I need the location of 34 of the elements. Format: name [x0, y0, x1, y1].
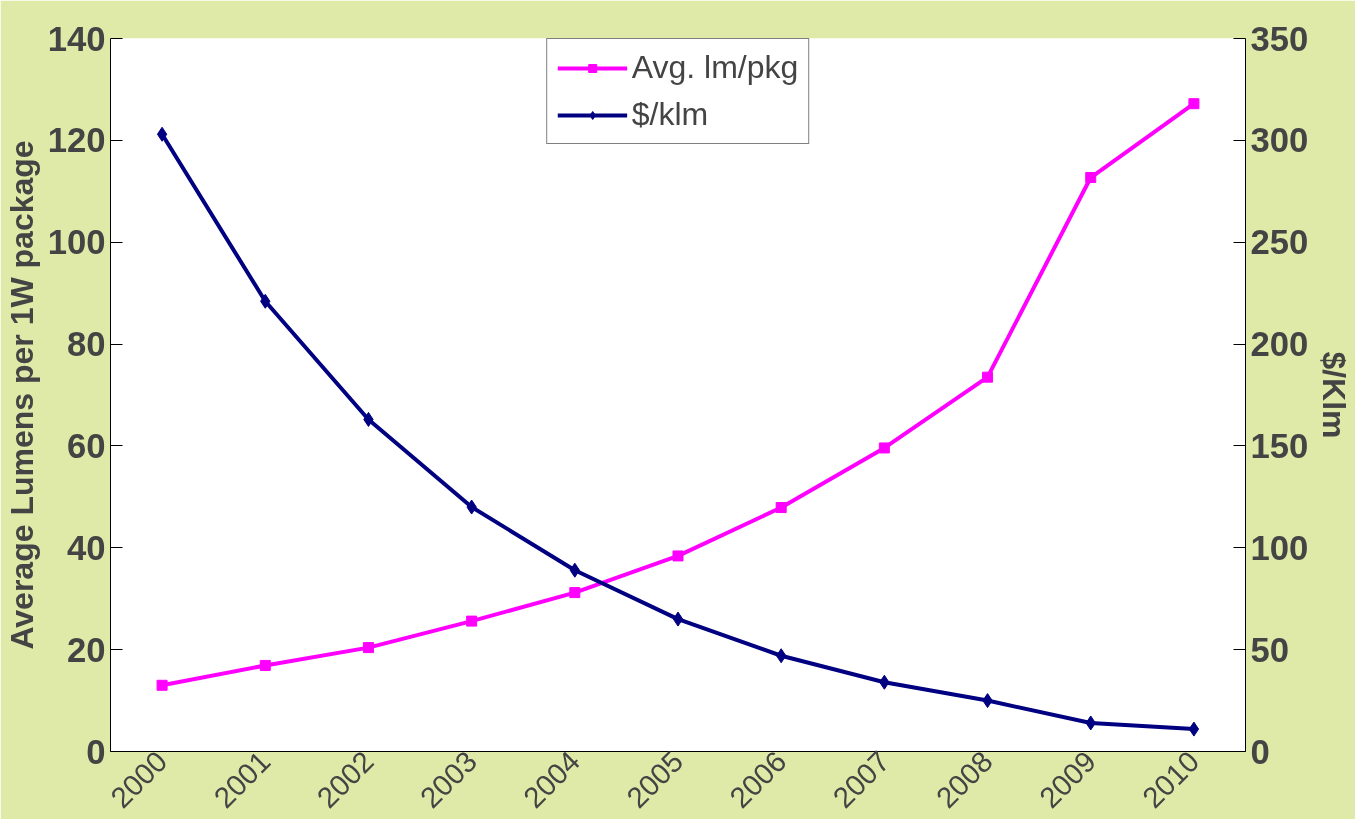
point: [362, 642, 374, 654]
y2-tick-label: 200: [1250, 325, 1309, 364]
point: [1188, 721, 1200, 737]
point: [878, 442, 890, 454]
y-tick-label: 20: [66, 630, 106, 669]
point: [672, 550, 684, 562]
y2-tick-label: 250: [1250, 223, 1309, 262]
point: [982, 371, 994, 383]
y2-tick-label: 50: [1250, 630, 1290, 669]
y2-tick-label: 100: [1250, 528, 1309, 567]
y-tick-label: 60: [66, 426, 106, 465]
y-axis-title: Average Lumens per 1W package: [3, 140, 40, 650]
point: [775, 502, 787, 514]
y2-axis-title: $/Klm: [1316, 351, 1353, 439]
y-tick-label: 140: [47, 19, 106, 58]
point: [1188, 98, 1200, 110]
point: [672, 611, 684, 627]
y-tick-label: 40: [66, 528, 106, 567]
point: [466, 615, 478, 627]
legend-label: $/klm: [631, 96, 709, 133]
y2-tick-label: 300: [1250, 121, 1309, 160]
y2-tick-label: 0: [1250, 732, 1270, 771]
y-tick-label: 0: [86, 732, 106, 771]
point: [156, 126, 168, 142]
y-tick-label: 100: [47, 223, 106, 262]
legend-label: Avg. lm/pkg: [631, 49, 799, 86]
y-tick-label: 120: [47, 121, 106, 160]
point: [156, 679, 168, 691]
point: [259, 659, 271, 671]
y2-tick-label: 150: [1250, 426, 1309, 465]
point: [569, 587, 581, 599]
point: [1085, 172, 1097, 184]
y2-tick-label: 350: [1250, 19, 1309, 58]
y-tick-label: 80: [66, 325, 106, 364]
